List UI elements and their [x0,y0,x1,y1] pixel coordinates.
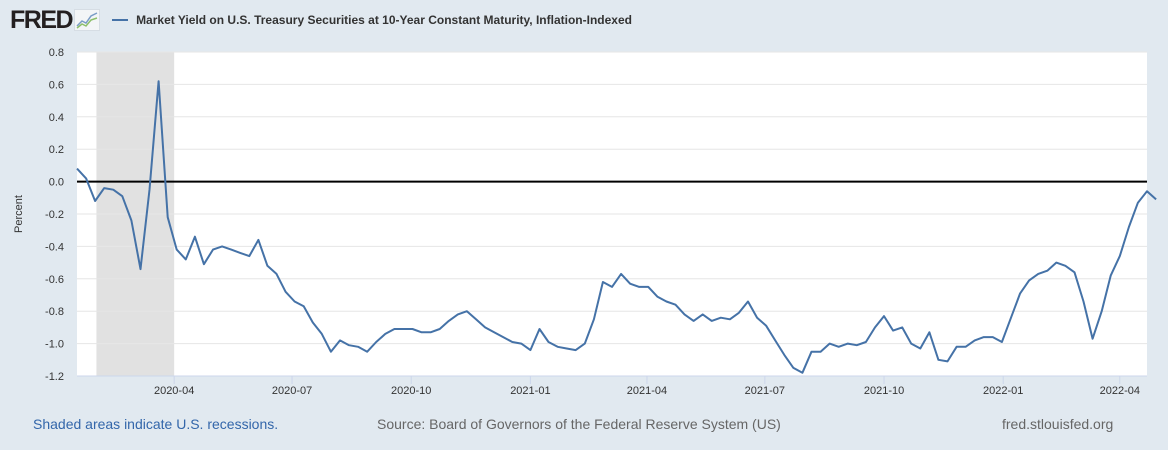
y-tick-label: -0.2 [45,209,64,221]
y-tick-label: -1.2 [45,371,64,383]
y-tick-label: -0.4 [45,241,64,253]
y-tick-label: -0.8 [45,306,64,318]
x-tick-label: 2022-04 [1100,385,1140,397]
x-tick-label: 2022-01 [983,385,1023,397]
y-tick-label: 0.6 [49,79,64,91]
recession-note-link[interactable]: Shaded areas indicate U.S. recessions. [33,416,279,432]
x-tick-label: 2020-10 [391,385,431,397]
fred-logo[interactable]: FRED [10,5,74,34]
legend-line-swatch [112,19,129,21]
y-axis: 0.8 0.6 0.4 0.2 0.0 -0.2 -0.4 -0.6 -0.8 -1.0 -1.2 [45,47,64,383]
y-tick-label: -0.6 [45,274,64,286]
x-axis: 2020-04 2020-07 2020-10 2021-01 2021-04 2021-… [77,375,1147,397]
x-tick-label: 2021-10 [864,385,904,397]
y-tick-label: -1.0 [45,339,64,351]
series-group [76,80,1157,374]
y-tick-label: 0.4 [49,112,64,124]
x-tick-label: 2021-07 [745,385,785,397]
site-link[interactable]: fred.stlouisfed.org [1002,416,1114,432]
y-tick-label: 0.2 [49,144,64,156]
series-line [76,80,1157,374]
legend-series-title: Market Yield on U.S. Treasury Securities… [136,13,632,27]
x-tick-label: 2020-04 [154,385,194,397]
x-tick-label: 2021-04 [627,385,667,397]
y-tick-label: 0.0 [49,177,64,189]
x-tick-label: 2020-07 [272,385,312,397]
source-text: Source: Board of Governors of the Federa… [377,416,781,432]
fred-chart-logo-icon [74,9,101,31]
y-tick-label: 0.8 [49,47,64,59]
y-axis-label: Percent [13,195,25,233]
x-tick-label: 2021-01 [510,385,550,397]
chart-header: FRED Market Yield on U.S. Treasury Secur… [10,6,632,34]
